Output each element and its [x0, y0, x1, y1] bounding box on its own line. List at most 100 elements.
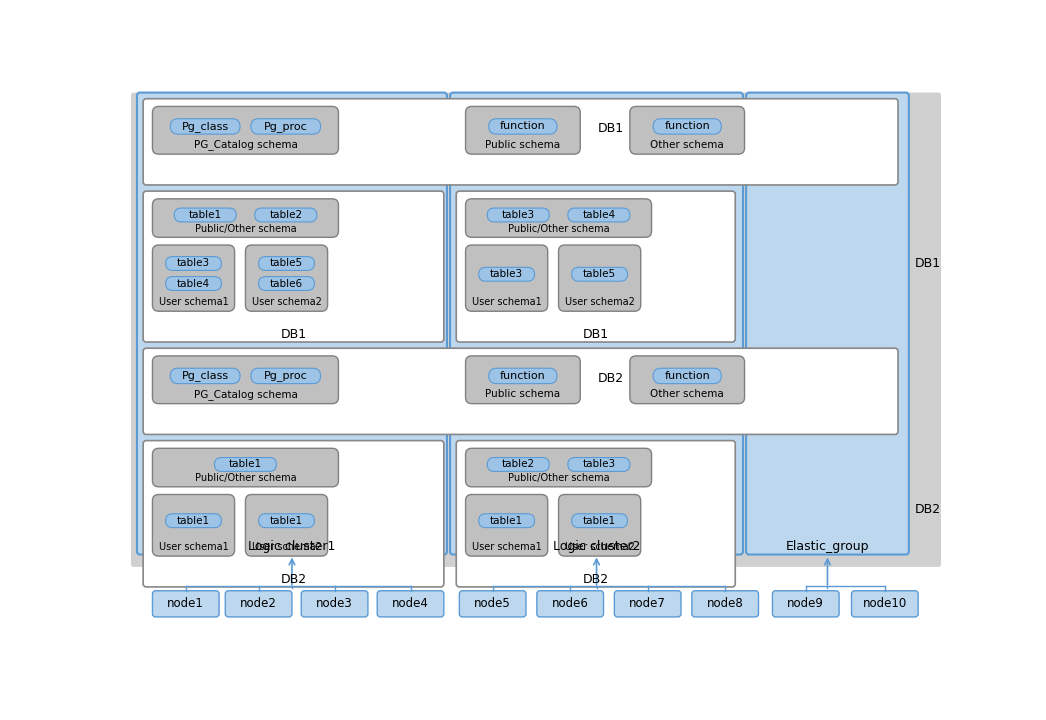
FancyBboxPatch shape — [165, 514, 222, 528]
Text: table1: table1 — [270, 516, 303, 526]
FancyBboxPatch shape — [378, 590, 444, 617]
FancyBboxPatch shape — [630, 107, 745, 154]
Text: node1: node1 — [167, 598, 204, 611]
Text: node6: node6 — [551, 598, 589, 611]
Text: node2: node2 — [241, 598, 277, 611]
Text: User schema1: User schema1 — [159, 542, 228, 552]
Text: function: function — [500, 371, 546, 381]
FancyBboxPatch shape — [170, 368, 240, 384]
Text: table3: table3 — [177, 258, 210, 269]
Text: User schema1: User schema1 — [159, 297, 228, 307]
Text: table3: table3 — [583, 459, 615, 469]
FancyBboxPatch shape — [214, 457, 276, 472]
Text: PG_Catalog schema: PG_Catalog schema — [194, 140, 297, 150]
Text: node7: node7 — [630, 598, 666, 611]
Text: Elastic_group: Elastic_group — [786, 540, 869, 554]
FancyBboxPatch shape — [653, 368, 722, 384]
FancyBboxPatch shape — [255, 208, 317, 222]
FancyBboxPatch shape — [225, 590, 292, 617]
FancyBboxPatch shape — [559, 245, 641, 311]
FancyBboxPatch shape — [153, 590, 219, 617]
Text: Pg_class: Pg_class — [182, 371, 229, 382]
FancyBboxPatch shape — [137, 93, 447, 554]
Text: Public schema: Public schema — [485, 140, 561, 150]
Text: User schema1: User schema1 — [472, 542, 542, 552]
FancyBboxPatch shape — [479, 267, 535, 282]
FancyBboxPatch shape — [479, 514, 535, 528]
FancyBboxPatch shape — [614, 590, 681, 617]
Text: table1: table1 — [229, 459, 262, 469]
FancyBboxPatch shape — [459, 590, 526, 617]
Text: User schema1: User schema1 — [472, 297, 542, 307]
FancyBboxPatch shape — [691, 590, 758, 617]
Text: table3: table3 — [491, 269, 523, 279]
Text: node10: node10 — [863, 598, 907, 611]
Text: table2: table2 — [269, 210, 302, 220]
FancyBboxPatch shape — [143, 348, 899, 434]
FancyBboxPatch shape — [653, 119, 722, 134]
Text: DB1: DB1 — [583, 328, 609, 341]
Text: Public/Other schema: Public/Other schema — [507, 473, 610, 483]
FancyBboxPatch shape — [143, 191, 444, 342]
FancyBboxPatch shape — [487, 208, 549, 222]
Text: DB2: DB2 — [280, 572, 306, 585]
Text: table2: table2 — [502, 459, 535, 469]
FancyBboxPatch shape — [465, 495, 548, 556]
Text: table1: table1 — [491, 516, 523, 526]
Text: node8: node8 — [707, 598, 744, 611]
FancyBboxPatch shape — [456, 441, 735, 587]
Text: Public/Other schema: Public/Other schema — [195, 224, 296, 234]
Text: Pg_proc: Pg_proc — [264, 371, 308, 382]
FancyBboxPatch shape — [246, 495, 327, 556]
FancyBboxPatch shape — [465, 356, 581, 404]
Text: Pg_proc: Pg_proc — [264, 121, 308, 132]
Text: DB1: DB1 — [598, 122, 624, 135]
FancyBboxPatch shape — [746, 93, 909, 554]
FancyBboxPatch shape — [301, 590, 368, 617]
FancyBboxPatch shape — [131, 93, 941, 567]
FancyBboxPatch shape — [568, 457, 630, 472]
Text: DB2: DB2 — [583, 572, 609, 585]
FancyBboxPatch shape — [170, 119, 240, 134]
FancyBboxPatch shape — [153, 199, 339, 238]
Text: DB1: DB1 — [914, 257, 940, 270]
Text: Public/Other schema: Public/Other schema — [507, 224, 610, 234]
Text: table1: table1 — [583, 516, 616, 526]
Text: DB2: DB2 — [598, 372, 624, 385]
FancyBboxPatch shape — [258, 514, 315, 528]
FancyBboxPatch shape — [465, 107, 581, 154]
FancyBboxPatch shape — [772, 590, 839, 617]
Text: User schema2: User schema2 — [565, 542, 635, 552]
FancyBboxPatch shape — [251, 368, 321, 384]
FancyBboxPatch shape — [165, 256, 222, 271]
FancyBboxPatch shape — [450, 93, 743, 554]
Text: User schema2: User schema2 — [565, 297, 635, 307]
FancyBboxPatch shape — [143, 99, 899, 185]
Text: Logic cluster2: Logic cluster2 — [553, 540, 640, 554]
FancyBboxPatch shape — [487, 457, 549, 472]
FancyBboxPatch shape — [488, 119, 558, 134]
Text: Logic cluster1: Logic cluster1 — [248, 540, 336, 554]
FancyBboxPatch shape — [153, 245, 234, 311]
Text: Public schema: Public schema — [485, 390, 561, 400]
FancyBboxPatch shape — [165, 276, 222, 290]
FancyBboxPatch shape — [258, 276, 315, 290]
Text: node9: node9 — [788, 598, 824, 611]
FancyBboxPatch shape — [630, 356, 745, 404]
Text: table4: table4 — [177, 279, 210, 289]
Text: PG_Catalog schema: PG_Catalog schema — [194, 389, 297, 400]
FancyBboxPatch shape — [251, 119, 321, 134]
FancyBboxPatch shape — [174, 208, 236, 222]
FancyBboxPatch shape — [465, 199, 652, 238]
FancyBboxPatch shape — [153, 356, 339, 404]
Text: node3: node3 — [316, 598, 353, 611]
Text: table1: table1 — [188, 210, 222, 220]
FancyBboxPatch shape — [572, 267, 628, 282]
Text: table3: table3 — [502, 210, 535, 220]
Text: DB2: DB2 — [914, 503, 940, 516]
FancyBboxPatch shape — [153, 107, 339, 154]
FancyBboxPatch shape — [851, 590, 918, 617]
Text: User schema2: User schema2 — [252, 297, 321, 307]
Text: function: function — [664, 371, 710, 381]
Text: node4: node4 — [392, 598, 429, 611]
